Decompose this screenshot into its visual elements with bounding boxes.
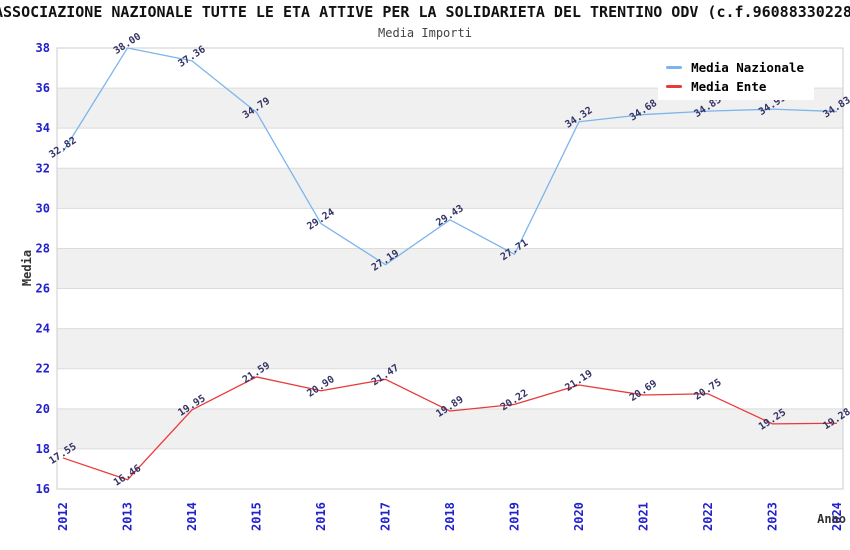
y-tick-label: 18 <box>36 442 50 456</box>
point-label: 20.90 <box>305 374 336 400</box>
x-tick-label: 2014 <box>185 502 199 531</box>
y-tick-label: 20 <box>36 402 50 416</box>
y-tick-label: 36 <box>36 81 50 95</box>
x-tick-label: 2017 <box>379 502 393 531</box>
plot-border <box>56 47 844 490</box>
band <box>57 408 843 449</box>
legend-label-media-nazionale: Media Nazionale <box>691 60 804 75</box>
chart-title: ASSOCIAZIONE NAZIONALE TUTTE LE ETA ATTI… <box>0 3 850 21</box>
y-tick-label: 32 <box>36 161 50 175</box>
x-axis-ticks: 2012 2013 2014 2015 2016 2017 2018 2019 2020 2021… <box>56 502 844 531</box>
y-tick-label: 22 <box>36 362 50 376</box>
y-axis-title: Media <box>20 250 34 286</box>
legend-item-media-ente[interactable]: Media Ente <box>666 79 804 94</box>
background-bands <box>57 88 843 449</box>
y-tick-label: 26 <box>36 282 50 296</box>
band <box>57 328 843 369</box>
y-tick-label: 16 <box>36 482 50 496</box>
series-line-1 <box>62 376 838 481</box>
x-tick-label: 2019 <box>508 502 522 531</box>
y-tick-label: 34 <box>36 121 50 135</box>
legend-line-blue-icon <box>666 66 683 69</box>
legend-label-media-ente: Media Ente <box>691 79 767 94</box>
x-axis-title: Anno <box>817 512 846 526</box>
point-label: 21.19 <box>563 368 594 394</box>
legend-line-red-icon <box>666 85 683 88</box>
legend: Media Nazionale Media Ente <box>658 55 814 100</box>
point-label: 20.69 <box>628 378 659 404</box>
series-lines <box>62 47 838 481</box>
chart-subtitle: Media Importi <box>378 26 472 40</box>
legend-item-media-nazionale[interactable]: Media Nazionale <box>666 60 804 75</box>
y-tick-label: 28 <box>36 241 50 255</box>
x-tick-label: 2021 <box>637 502 651 531</box>
x-tick-label: 2012 <box>56 502 70 531</box>
y-tick-label: 24 <box>36 322 50 336</box>
point-label: 38.00 <box>112 31 143 57</box>
point-label: 32.82 <box>47 135 78 161</box>
y-axis-ticks: 16 18 20 22 24 26 28 30 32 34 36 38 <box>36 41 50 496</box>
x-tick-label: 2018 <box>443 502 457 531</box>
x-tick-label: 2024 <box>830 502 844 531</box>
x-tick-label: 2015 <box>250 502 264 531</box>
band <box>57 248 843 289</box>
x-tick-label: 2022 <box>701 502 715 531</box>
x-tick-label: 2020 <box>572 502 586 531</box>
y-tick-label: 30 <box>36 201 50 215</box>
series-line-0 <box>62 47 838 266</box>
band <box>57 168 843 209</box>
x-tick-label: 2023 <box>766 502 780 531</box>
point-label: 16.46 <box>112 463 143 489</box>
y-tick-label: 38 <box>36 41 50 55</box>
x-tick-label: 2013 <box>121 502 135 531</box>
x-tick-label: 2016 <box>314 502 328 531</box>
point-label: 29.24 <box>305 207 336 233</box>
